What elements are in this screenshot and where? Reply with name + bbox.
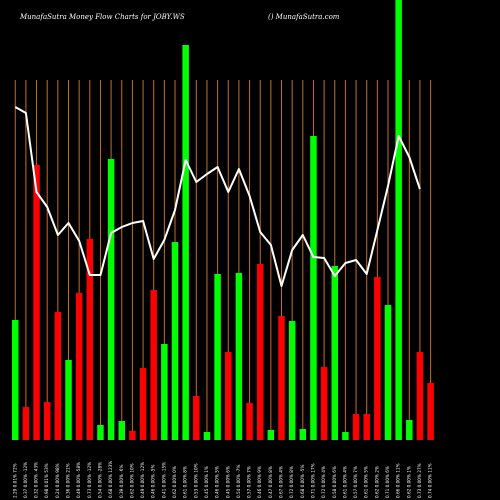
x-tick-label: 0.74 0.00% 11% bbox=[428, 463, 433, 498]
flow-bar bbox=[406, 420, 413, 440]
flow-bar bbox=[331, 266, 338, 440]
x-tick-label: 0.62 0.00% 0% bbox=[172, 466, 177, 498]
flow-bar bbox=[235, 273, 243, 440]
flow-bar bbox=[43, 402, 51, 440]
flow-bar bbox=[97, 425, 104, 440]
x-tick-label: 0.68 0.00% -5% bbox=[300, 465, 305, 498]
x-tick-label: 0.49 0.00% -58% bbox=[76, 462, 81, 498]
x-tick-label: 0.62 0.00% 2% bbox=[374, 466, 379, 498]
x-tick-label: 0.24 0.00% 98% bbox=[55, 463, 60, 498]
x-tick-label: 0.47 0.00% 8% bbox=[268, 466, 273, 498]
flow-bar bbox=[246, 403, 253, 440]
x-tick-label: 0.37 0.00% -12% bbox=[23, 462, 28, 498]
flow-bar bbox=[33, 165, 40, 440]
x-tick-label: 0.57 0.00% 7% bbox=[247, 466, 252, 498]
x-tick-label: 0.71 0.00% 17% bbox=[310, 463, 315, 498]
flow-bar bbox=[278, 316, 285, 440]
site-label: () MunafaSutra.com bbox=[268, 13, 340, 21]
flow-bar bbox=[86, 239, 94, 440]
price-line-layer bbox=[14, 106, 421, 287]
flow-bar bbox=[299, 429, 307, 440]
x-tick-label: 0.68 0.00% 123% bbox=[108, 461, 113, 498]
flow-bar bbox=[12, 320, 19, 440]
x-tick-label: 0.62 0.00% 10% bbox=[129, 463, 134, 498]
flow-bar bbox=[214, 274, 221, 440]
x-tick-label: 0.61 0.00% 5% bbox=[364, 466, 369, 498]
x-tick-label: 0.39 0.00% -6% bbox=[119, 465, 124, 498]
flow-bar bbox=[395, 0, 402, 440]
x-tick-label: 0.61 0.00% 4% bbox=[342, 466, 347, 498]
flow-bar bbox=[225, 352, 232, 440]
flow-bar bbox=[310, 136, 317, 440]
x-tick-label: 0.67 0.00% 4% bbox=[279, 466, 284, 498]
x-tick-label: 0.49 0.00% -12% bbox=[140, 462, 145, 498]
flow-bar bbox=[427, 383, 434, 440]
x-tick-label: 0.62 0.00% 1% bbox=[406, 466, 411, 498]
x-tick-label: 2.29 0.01% 72% bbox=[12, 463, 17, 498]
x-tick-label: 0.36 0.00% 21% bbox=[66, 463, 71, 498]
flow-bar bbox=[139, 368, 147, 440]
x-tick-label: 0.45 0.00% 6% bbox=[225, 466, 230, 498]
flow-bar bbox=[267, 430, 275, 440]
flow-bar bbox=[171, 242, 179, 440]
x-tick-label: 0.66 0.00% 11% bbox=[396, 463, 401, 498]
flow-bar bbox=[150, 290, 157, 440]
flow-bar bbox=[320, 367, 328, 440]
flow-bar bbox=[384, 305, 392, 440]
x-tick-label: 0.54 0.00% -7% bbox=[236, 465, 241, 498]
flow-bar bbox=[54, 312, 62, 440]
flow-bar bbox=[118, 421, 125, 440]
flow-bar bbox=[22, 407, 30, 440]
x-tick-labels: 2.29 0.01% 72% 0.37 0.00% -12% 0.32 0.00% … bbox=[12, 461, 432, 498]
x-tick-label: 0.46 0.00% 5% bbox=[215, 466, 220, 498]
flow-bar bbox=[363, 414, 370, 440]
x-tick-label: 0.61 0.00% 8% bbox=[183, 466, 188, 498]
x-tick-label: 0.72 0.00% 4% bbox=[321, 466, 326, 498]
x-tick-label: 0.46 0.00% 9% bbox=[257, 466, 262, 498]
flow-bar bbox=[203, 432, 211, 440]
x-tick-label: 0.32 0.00% -43% bbox=[34, 462, 39, 498]
x-tick-label: 0.41 0.00% -15% bbox=[161, 462, 166, 498]
x-tick-label: 0.72 0.00% 8% bbox=[289, 466, 294, 498]
bars bbox=[12, 0, 434, 440]
x-tick-label: 0.53 0.00% 10% bbox=[193, 463, 198, 498]
x-tick-label: 0.71 0.00% 6% bbox=[385, 466, 390, 498]
flow-bar bbox=[416, 352, 424, 440]
flow-bar bbox=[65, 360, 72, 440]
x-tick-label: 0.73 0.00% -12% bbox=[87, 462, 92, 498]
flow-bar bbox=[75, 293, 83, 440]
x-tick-label: 0.45 0.00% 1% bbox=[204, 466, 209, 498]
flow-bar bbox=[256, 264, 264, 440]
flow-bar bbox=[352, 414, 360, 440]
x-tick-label: 0.73 0.00% 27% bbox=[417, 463, 422, 498]
x-tick-label: 0.54 0.00% -28% bbox=[97, 462, 102, 498]
x-tick-label: 0.46 0.00% -5% bbox=[151, 465, 156, 498]
chart-title: MunafaSutra Money Flow Charts for JOBY.W… bbox=[20, 13, 185, 21]
flow-bar bbox=[129, 431, 136, 440]
flow-bar bbox=[182, 45, 189, 440]
x-tick-label: 0.98 0.01% 53% bbox=[44, 463, 49, 498]
flow-bar bbox=[193, 396, 200, 440]
x-tick-label: 0.57 0.00% 7% bbox=[353, 466, 358, 498]
flow-bar bbox=[288, 321, 296, 440]
x-tick-label: 0.58 0.00% 6% bbox=[332, 466, 337, 498]
flow-bar bbox=[342, 432, 349, 440]
flow-bar bbox=[107, 159, 115, 440]
flow-bar bbox=[161, 344, 168, 440]
price-line bbox=[14, 106, 421, 287]
flow-bar bbox=[374, 277, 381, 440]
